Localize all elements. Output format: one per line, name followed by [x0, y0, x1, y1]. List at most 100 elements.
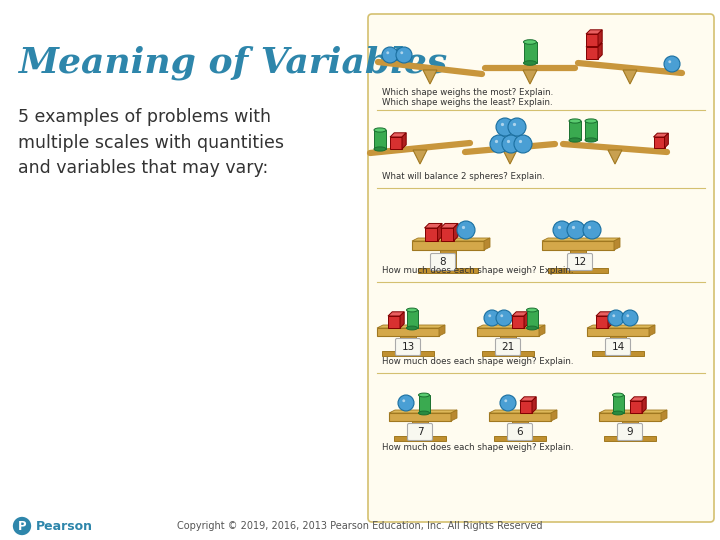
Bar [542, 241, 614, 250]
Ellipse shape [407, 326, 418, 330]
Polygon shape [451, 410, 457, 421]
Polygon shape [523, 70, 537, 84]
Circle shape [558, 226, 561, 229]
Polygon shape [503, 150, 517, 164]
Polygon shape [524, 312, 528, 328]
Polygon shape [586, 30, 602, 34]
Circle shape [496, 310, 512, 326]
FancyBboxPatch shape [618, 423, 642, 441]
Text: How much does each shape weigh? Explain.: How much does each shape weigh? Explain. [382, 266, 574, 275]
Polygon shape [551, 410, 557, 421]
Ellipse shape [526, 326, 538, 330]
Circle shape [402, 399, 405, 402]
Bar [630, 401, 642, 413]
Bar [489, 413, 551, 421]
Text: 14: 14 [611, 342, 625, 352]
Polygon shape [598, 30, 602, 46]
Circle shape [513, 123, 516, 126]
Bar [548, 268, 608, 273]
Circle shape [519, 140, 522, 143]
Polygon shape [412, 238, 490, 241]
FancyBboxPatch shape [368, 14, 714, 522]
Polygon shape [441, 224, 458, 228]
FancyBboxPatch shape [508, 423, 533, 441]
Polygon shape [388, 312, 404, 316]
Circle shape [488, 314, 491, 317]
Polygon shape [425, 224, 442, 228]
Bar [569, 121, 581, 140]
Polygon shape [454, 224, 458, 241]
Text: 12: 12 [573, 257, 587, 267]
Ellipse shape [585, 138, 597, 142]
Bar [418, 268, 478, 273]
Ellipse shape [569, 119, 581, 123]
Bar [394, 436, 446, 441]
Circle shape [500, 314, 503, 317]
Polygon shape [654, 133, 668, 137]
Polygon shape [489, 410, 557, 413]
Polygon shape [413, 150, 427, 164]
Circle shape [462, 226, 465, 229]
Circle shape [508, 118, 526, 136]
Bar [418, 395, 430, 413]
Text: 9: 9 [626, 427, 634, 437]
Bar [526, 310, 538, 328]
Bar [440, 250, 456, 268]
Text: How much does each shape weigh? Explain.: How much does each shape weigh? Explain. [382, 443, 574, 452]
Circle shape [490, 135, 508, 153]
Circle shape [504, 399, 507, 402]
Bar [622, 421, 638, 436]
Circle shape [608, 310, 624, 326]
Bar [400, 336, 416, 351]
Circle shape [507, 140, 510, 143]
Bar [500, 336, 516, 351]
Polygon shape [477, 325, 545, 328]
Text: 5 examples of problems with
multiple scales with quantities
and variables that m: 5 examples of problems with multiple sca… [18, 108, 284, 178]
Polygon shape [596, 312, 612, 316]
Bar [592, 351, 644, 356]
Circle shape [382, 47, 398, 63]
Polygon shape [539, 325, 545, 336]
Polygon shape [484, 238, 490, 250]
Bar [377, 328, 439, 336]
Text: Copyright © 2019, 2016, 2013 Pearson Education, Inc. All Rights Reserved: Copyright © 2019, 2016, 2013 Pearson Edu… [177, 521, 543, 531]
Bar [412, 241, 484, 250]
Ellipse shape [407, 308, 418, 312]
FancyBboxPatch shape [431, 253, 456, 271]
Polygon shape [438, 224, 442, 241]
Bar [586, 47, 598, 59]
Polygon shape [649, 325, 655, 336]
Circle shape [664, 56, 680, 72]
Polygon shape [586, 43, 602, 47]
Ellipse shape [374, 147, 386, 151]
Bar [482, 351, 534, 356]
Polygon shape [400, 312, 404, 328]
Text: 8: 8 [440, 257, 446, 267]
Bar [425, 228, 438, 241]
Text: 21: 21 [501, 342, 515, 352]
Circle shape [12, 516, 32, 536]
Bar [613, 395, 624, 413]
Text: Which shape weighs the most? Explain.
Which shape weighs the least? Explain.: Which shape weighs the most? Explain. Wh… [382, 88, 553, 107]
Bar [388, 316, 400, 328]
Text: How much does each shape weigh? Explain.: How much does each shape weigh? Explain. [382, 357, 574, 366]
Polygon shape [598, 43, 602, 59]
Circle shape [514, 135, 532, 153]
Circle shape [567, 221, 585, 239]
Bar [390, 137, 402, 149]
Circle shape [501, 123, 504, 126]
Polygon shape [599, 410, 667, 413]
Bar [389, 413, 451, 421]
Bar [585, 121, 597, 140]
Ellipse shape [523, 40, 536, 44]
Polygon shape [390, 133, 406, 137]
Circle shape [588, 226, 591, 229]
Circle shape [553, 221, 571, 239]
Circle shape [572, 226, 575, 229]
Polygon shape [614, 238, 620, 250]
Bar [570, 250, 586, 268]
Circle shape [500, 395, 516, 411]
Bar [512, 316, 524, 328]
Bar [596, 316, 608, 328]
Text: 6: 6 [517, 427, 523, 437]
